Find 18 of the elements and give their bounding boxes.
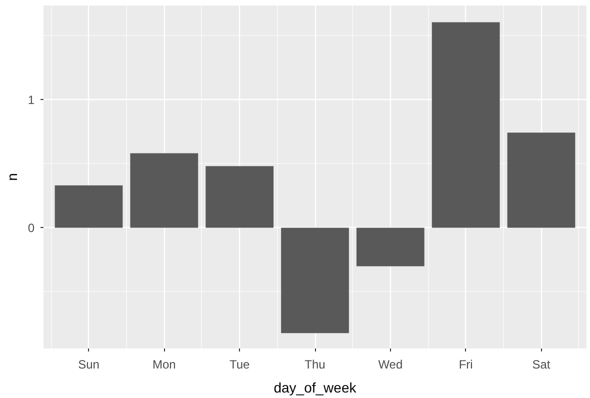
bar bbox=[507, 132, 576, 228]
x-tick-label: Sun bbox=[78, 358, 100, 372]
y-tick-label: 1 bbox=[28, 92, 35, 107]
x-tick-label: Sat bbox=[532, 358, 551, 372]
y-axis-title: n bbox=[4, 173, 20, 181]
bar bbox=[356, 228, 424, 266]
bar bbox=[206, 166, 274, 228]
x-axis-title: day_of_week bbox=[274, 380, 358, 396]
x-tick-label: Fri bbox=[458, 358, 473, 372]
bar bbox=[281, 228, 349, 334]
bar bbox=[54, 185, 123, 228]
x-tick-label: Wed bbox=[378, 358, 403, 372]
x-tick-label: Tue bbox=[229, 358, 250, 372]
bar bbox=[130, 153, 198, 228]
x-tick-label: Mon bbox=[152, 358, 176, 372]
x-tick-label: Thu bbox=[304, 358, 326, 372]
y-tick-label: 0 bbox=[28, 221, 35, 236]
bar bbox=[432, 22, 500, 228]
